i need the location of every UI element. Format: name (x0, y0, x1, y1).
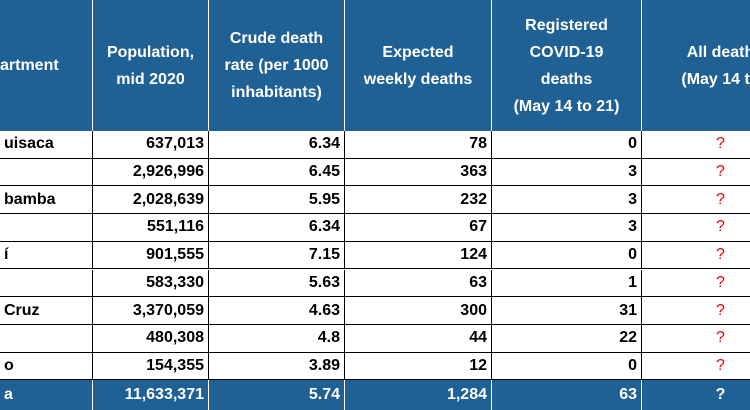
value-cell: ? (642, 159, 750, 187)
value-cell: ? (642, 380, 750, 410)
value-cell: 3.89 (209, 352, 345, 381)
header-text: artment (0, 52, 59, 79)
header-text: Crude death rate (per 1000 inhabitants) (224, 25, 328, 106)
value-cell: 4.63 (209, 297, 345, 325)
value-cell: 232 (345, 186, 492, 215)
header-cell: Expected weekly deaths (345, 0, 492, 131)
department-cell (0, 214, 93, 242)
header-cell: Registered COVID-19 deaths (May 14 to 21) (492, 0, 642, 131)
header-cell: Crude death rate (per 1000 inhabitants) (209, 0, 345, 131)
header-line: All death (686, 43, 750, 61)
value-cell: 1 (492, 269, 642, 298)
department-cell: a (0, 380, 93, 410)
header-line: artment (0, 57, 59, 74)
value-cell: 5.95 (209, 186, 345, 215)
value-cell: 12 (345, 352, 492, 381)
value-cell: ? (642, 353, 750, 381)
value-cell: 637,013 (93, 131, 209, 159)
value-cell: ? (642, 242, 750, 270)
department-cell: Cruz (0, 297, 93, 325)
value-cell: 3 (492, 158, 642, 187)
header-line: weekly deaths (363, 70, 473, 88)
value-cell: 583,330 (93, 269, 209, 298)
value-cell: 2,926,996 (93, 158, 209, 187)
value-cell: 5.74 (209, 380, 345, 410)
header-line: Crude death (229, 30, 324, 47)
value-cell: 67 (345, 214, 492, 242)
header-line: Expected (382, 43, 454, 61)
value-cell: 124 (345, 241, 492, 270)
value-cell: 480,308 (93, 324, 209, 353)
value-cell: 3,370,059 (93, 297, 209, 325)
department-cell (0, 269, 93, 298)
value-cell: 31 (492, 297, 642, 325)
value-cell: 551,116 (93, 214, 209, 242)
value-cell: 7.15 (209, 241, 345, 270)
value-cell: 6.34 (209, 131, 345, 159)
header-text: All death (May 14 to (681, 39, 750, 93)
header-line: COVID-19 (529, 43, 604, 61)
value-cell: 2,028,639 (93, 186, 209, 215)
header-line: Registered (525, 16, 608, 34)
value-cell: 3 (492, 214, 642, 242)
value-cell: ? (642, 270, 750, 298)
value-cell: 6.34 (209, 214, 345, 242)
header-cell: Population, mid 2020 (93, 0, 209, 131)
value-cell: ? (642, 325, 750, 353)
department-cell: uisaca (0, 131, 93, 159)
header-line: (May 14 to (681, 70, 750, 88)
department-cell: í (0, 241, 93, 270)
value-cell: 901,555 (93, 241, 209, 270)
header-line: rate (per 1000 (224, 57, 329, 74)
value-cell: 363 (345, 158, 492, 187)
header-cell: All death (May 14 to (642, 0, 750, 131)
value-cell: ? (642, 131, 750, 159)
header-line: inhabitants) (231, 84, 322, 101)
value-cell: ? (642, 214, 750, 242)
value-cell: 11,633,371 (93, 380, 209, 410)
header-line: deaths (540, 70, 593, 88)
value-cell: 78 (345, 131, 492, 159)
value-cell: 0 (492, 241, 642, 270)
department-cell: o (0, 352, 93, 381)
header-text: Registered COVID-19 deaths (May 14 to 21) (514, 12, 620, 120)
department-cell (0, 158, 93, 187)
value-cell: 4.8 (209, 324, 345, 353)
header-line: (May 14 to 21) (513, 97, 620, 115)
header-text: Population, mid 2020 (107, 39, 194, 93)
value-cell: 300 (345, 297, 492, 325)
header-line: Population, (106, 43, 195, 61)
value-cell: ? (642, 297, 750, 325)
value-cell: 1,284 (345, 380, 492, 410)
value-cell: 22 (492, 324, 642, 353)
value-cell: 44 (345, 324, 492, 353)
department-cell: bamba (0, 186, 93, 215)
value-cell: 154,355 (93, 352, 209, 381)
header-text: Expected weekly deaths (364, 39, 473, 93)
value-cell: 0 (492, 352, 642, 381)
value-cell: 6.45 (209, 158, 345, 187)
header-line: mid 2020 (116, 70, 185, 88)
value-cell: 63 (345, 269, 492, 298)
value-cell: 0 (492, 131, 642, 159)
department-cell (0, 324, 93, 353)
value-cell: 3 (492, 186, 642, 215)
header-cell: artment (0, 0, 93, 131)
value-cell: 5.63 (209, 269, 345, 298)
value-cell: ? (642, 186, 750, 215)
value-cell: 63 (492, 380, 642, 410)
